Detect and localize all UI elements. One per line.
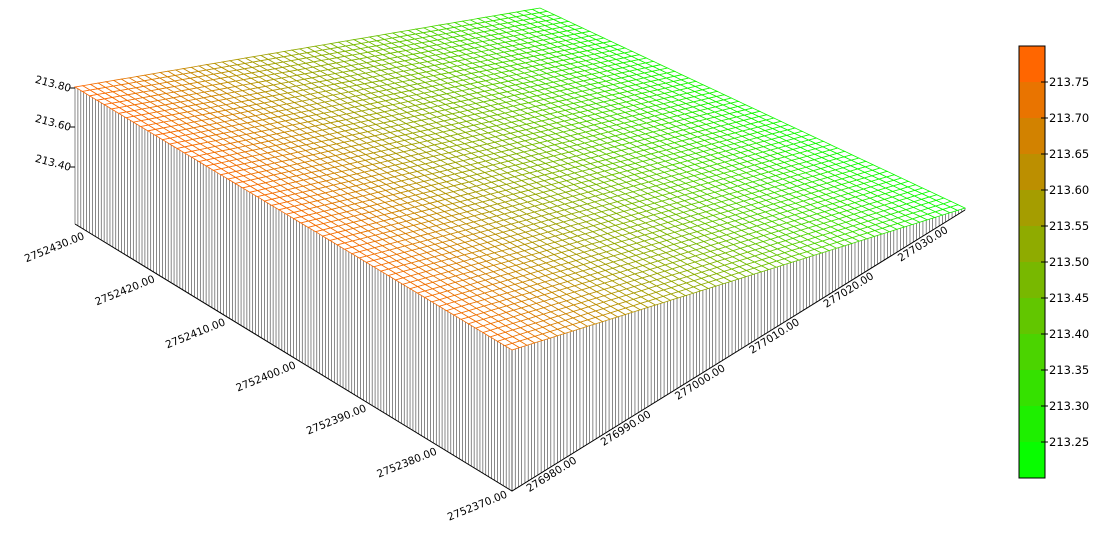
colorbar-label: 213.70 (1049, 111, 1089, 125)
colorbar-segment (1019, 262, 1045, 298)
colorbar-segment (1019, 154, 1045, 190)
y-tick: 2752410.00 (164, 316, 227, 351)
colorbar-segment (1019, 442, 1045, 478)
colorbar: 213.75 213.70 213.65 213.60 213.55 213.50 213.… (1018, 45, 1089, 479)
y-tick: 2752380.00 (375, 446, 438, 481)
colorbar-segment (1019, 226, 1045, 262)
y-tick: 2752420.00 (93, 273, 156, 308)
z-tick: 213.80 (34, 74, 73, 95)
z-tick: 213.40 (34, 153, 73, 174)
colorbar-label: 213.50 (1049, 255, 1089, 269)
y-tick: 2752430.00 (23, 230, 86, 265)
colorbar-segment (1019, 406, 1045, 442)
y-tick: 2752370.00 (446, 489, 509, 524)
y-tick-label: 2752430.00 (23, 230, 86, 265)
y-tick-label: 2752390.00 (305, 403, 368, 438)
y-tick-label: 2752420.00 (93, 273, 156, 308)
z-tick-label: 213.40 (34, 153, 73, 174)
colorbar-segment (1019, 46, 1045, 82)
colorbar-segment (1019, 82, 1045, 118)
colorbar-segment (1019, 370, 1045, 406)
colorbar-segment (1019, 298, 1045, 334)
surface-wireframe (73, 7, 967, 351)
base-edge (74, 209, 966, 492)
z-tick-label: 213.80 (34, 74, 73, 95)
y-tick-label: 2752370.00 (446, 489, 509, 524)
colorbar-label: 213.25 (1049, 435, 1089, 449)
z-tick-label: 213.60 (34, 113, 73, 134)
y-tick-label: 2752410.00 (164, 316, 227, 351)
y-tick-label: 2752380.00 (375, 446, 438, 481)
colorbar-label: 213.60 (1049, 183, 1089, 197)
colorbar-label: 213.30 (1049, 399, 1089, 413)
colorbar-label: 213.45 (1049, 291, 1089, 305)
colorbar-segment (1019, 334, 1045, 370)
y-tick-label: 2752400.00 (234, 359, 297, 394)
colorbar-segment (1019, 118, 1045, 154)
colorbar-label: 213.40 (1049, 327, 1089, 341)
surface-side-walls (74, 87, 966, 492)
colorbar-label: 213.55 (1049, 219, 1089, 233)
colorbar-label: 213.35 (1049, 363, 1089, 377)
y-tick: 2752400.00 (234, 359, 297, 394)
z-tick: 213.60 (34, 113, 73, 134)
colorbar-label: 213.75 (1049, 75, 1089, 89)
y-tick: 2752390.00 (305, 403, 368, 438)
colorbar-segment (1019, 190, 1045, 226)
colorbar-label: 213.65 (1049, 147, 1089, 161)
